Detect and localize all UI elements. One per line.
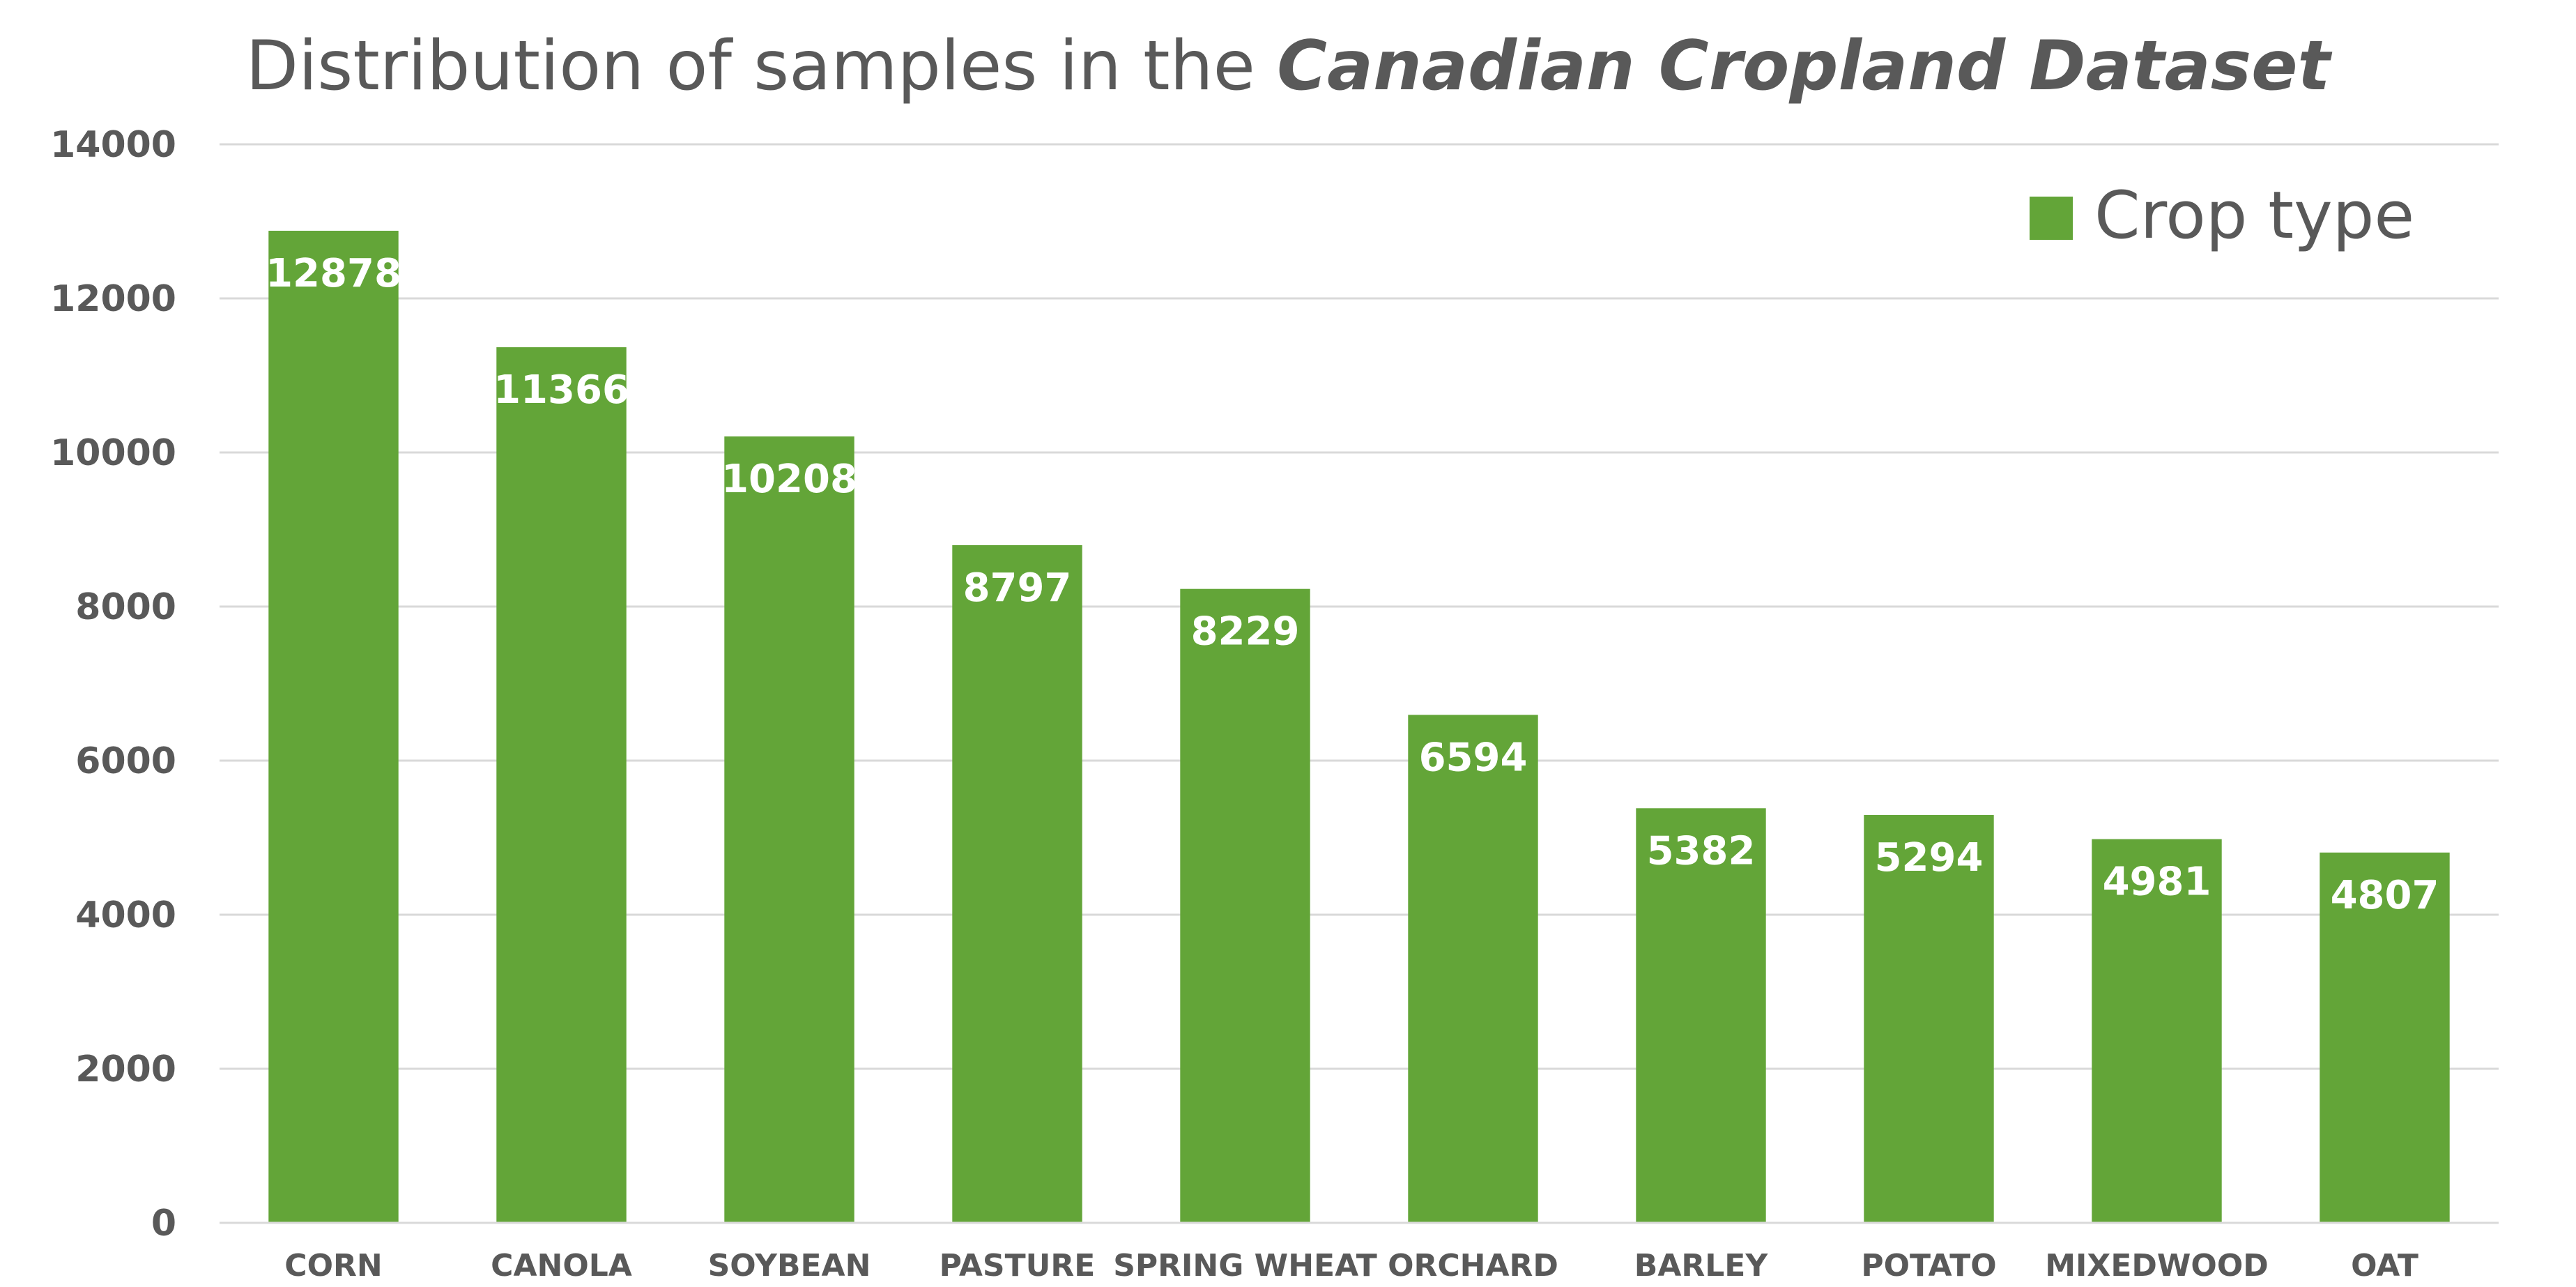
bars xyxy=(268,230,2450,1224)
data-label: 5382 xyxy=(1647,828,1756,874)
bar-mixedwood xyxy=(2092,839,2222,1223)
chart-title: Distribution of samples in the Canadian … xyxy=(0,26,2576,106)
bar-pasture xyxy=(952,544,1082,1223)
y-tick-label: 6000 xyxy=(75,740,176,782)
x-tick-label: OAT xyxy=(2351,1248,2418,1284)
y-tick-label: 10000 xyxy=(50,432,176,474)
data-labels: 12878 11366 10208 8797 8229 6594 5382 5294 4981 4… xyxy=(266,251,2439,918)
data-label: 8797 xyxy=(963,565,1072,611)
y-tick-label: 14000 xyxy=(50,124,176,166)
x-tick-label: PASTURE xyxy=(940,1248,1096,1284)
x-tick-label: SPRING WHEAT xyxy=(1113,1248,1377,1284)
bar-barley xyxy=(1636,808,1766,1223)
bar-spring-wheat xyxy=(1180,588,1310,1223)
y-tick-label: 12000 xyxy=(50,278,176,320)
x-tick-label: CORN xyxy=(284,1248,382,1284)
y-tick-label: 2000 xyxy=(75,1049,176,1090)
bar-canola xyxy=(496,347,627,1223)
x-tick-label: CANOLA xyxy=(491,1248,632,1284)
legend: Crop type xyxy=(2030,178,2414,254)
x-tick-label: POTATO xyxy=(1861,1248,1996,1284)
x-tick-label: SOYBEAN xyxy=(708,1248,871,1284)
y-axis: 0 2000 4000 6000 8000 10000 12000 14000 xyxy=(50,124,176,1244)
chart-title-emphasis: Canadian Cropland Dataset xyxy=(1277,26,2331,106)
data-label: 10208 xyxy=(721,457,857,502)
x-axis: CORN CANOLA SOYBEAN PASTURE SPRING WHEAT ORCH… xyxy=(220,1221,2499,1284)
x-tick-label: ORCHARD xyxy=(1388,1248,1558,1284)
bar-orchard xyxy=(1408,715,1538,1223)
data-label: 5294 xyxy=(1875,835,1984,881)
data-label: 4981 xyxy=(2103,860,2211,905)
data-label: 11366 xyxy=(493,367,629,413)
chart-title-prefix: Distribution of samples in the xyxy=(245,26,1278,106)
x-tick-label: MIXEDWOOD xyxy=(2045,1248,2269,1284)
legend-swatch xyxy=(2030,197,2073,240)
data-label: 8229 xyxy=(1191,609,1300,655)
legend-label: Crop type xyxy=(2094,178,2414,254)
bar-potato xyxy=(1864,815,1994,1223)
x-tick-label: BARLEY xyxy=(1634,1248,1769,1284)
data-label: 6594 xyxy=(1419,735,1528,780)
y-tick-label: 0 xyxy=(151,1203,176,1244)
data-label: 4807 xyxy=(2331,873,2439,918)
bar-corn xyxy=(268,230,399,1224)
bar-soybean xyxy=(724,436,854,1223)
data-label: 12878 xyxy=(266,251,401,296)
bar-oat xyxy=(2320,852,2450,1223)
y-tick-label: 8000 xyxy=(75,586,176,628)
y-tick-label: 4000 xyxy=(75,894,176,936)
